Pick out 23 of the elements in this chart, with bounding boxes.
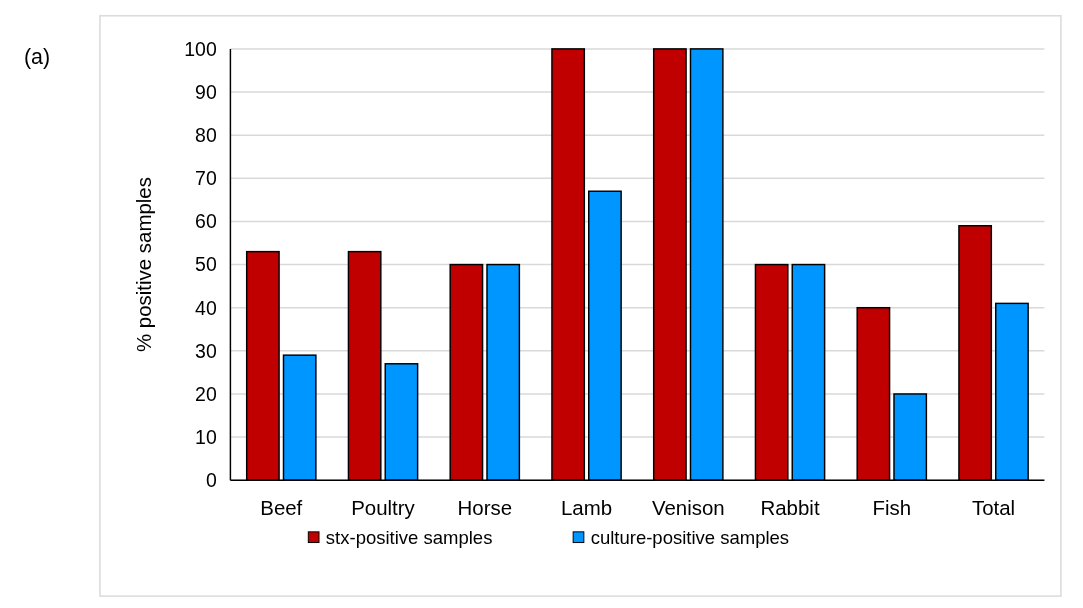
x-tick-label: Horse <box>457 496 513 520</box>
x-tick-label: Total <box>971 496 1016 520</box>
y-tick-label: 80 <box>195 123 217 146</box>
y-tick-label: 10 <box>195 425 217 448</box>
y-tick-label: 20 <box>195 382 217 405</box>
legend-label: culture-positive samples <box>590 527 790 549</box>
y-tick-label: 100 <box>184 37 217 60</box>
x-tick-label: Poultry <box>351 496 416 520</box>
x-tick-label: Lamb <box>560 496 613 520</box>
y-tick-label: 70 <box>195 167 217 190</box>
y-tick-label: 90 <box>195 80 217 103</box>
x-tick-label: Fish <box>872 496 912 520</box>
y-tick-label: 50 <box>195 253 217 276</box>
x-tick-label: Beef <box>260 496 303 520</box>
x-tick-label: Rabbit <box>760 496 820 520</box>
y-tick-label: 40 <box>195 296 217 319</box>
legend-label: stx-positive samples <box>325 527 493 549</box>
text: (a) <box>23 45 51 70</box>
y-tick-label: 60 <box>195 210 217 233</box>
y-tick-label: 30 <box>195 339 217 362</box>
x-tick-label: Venison <box>651 496 725 520</box>
y-axis-title: % positive samples <box>131 177 155 353</box>
y-tick-label: 0 <box>205 469 217 492</box>
